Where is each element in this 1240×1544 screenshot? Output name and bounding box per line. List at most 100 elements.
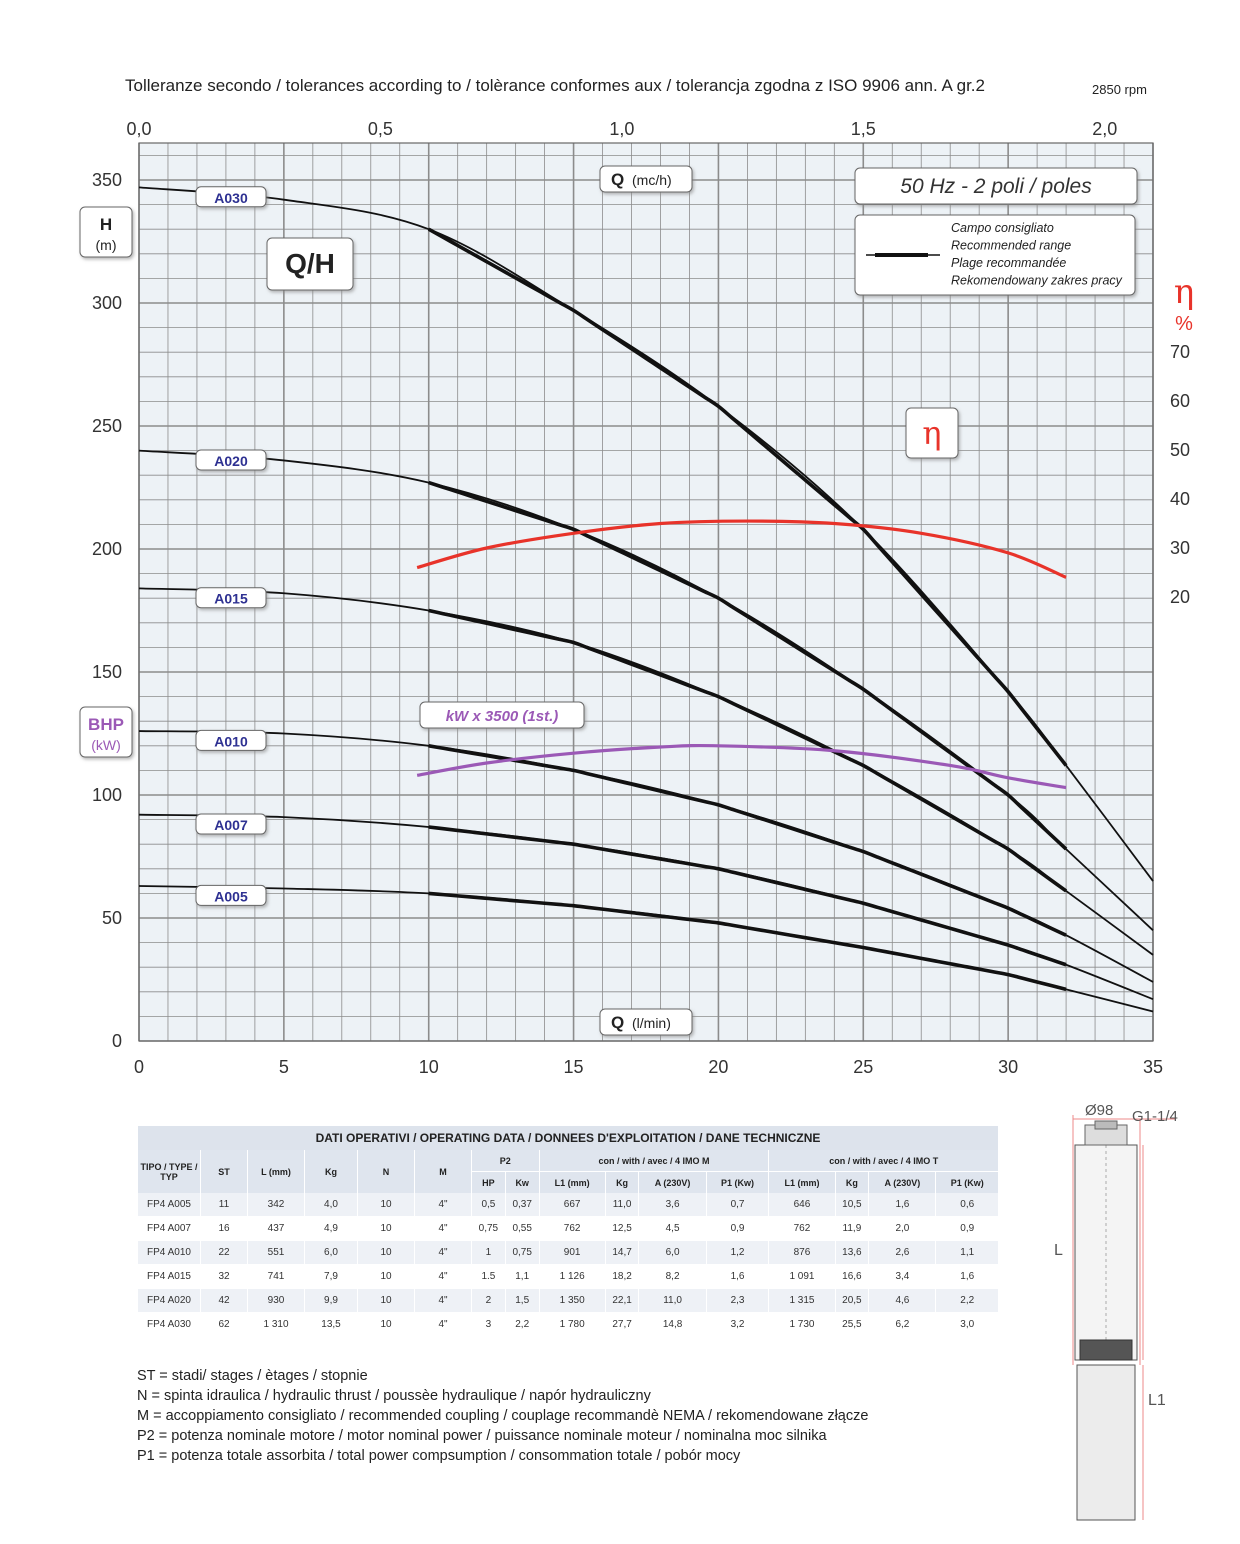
table-cell: 2,3 — [705, 1288, 769, 1313]
x-top-tick-label: 0,0 — [126, 119, 151, 139]
efficiency-curve — [416, 519, 1067, 579]
x-top-tick-label: 1,0 — [609, 119, 634, 139]
q-bottom-symbol: Q — [611, 1013, 624, 1032]
table-cell: 10 — [357, 1216, 415, 1241]
y-tick-label: 250 — [92, 416, 122, 436]
header-l: L (mm) — [247, 1150, 305, 1193]
sub-header: Kw — [504, 1171, 540, 1193]
eta-axis-symbol: η — [1174, 272, 1194, 312]
table-cell: 0,75 — [471, 1216, 506, 1241]
x-top-tick-label: 1,5 — [851, 119, 876, 139]
table-cell: 3,0 — [935, 1312, 998, 1337]
qh-title-badge — [266, 237, 354, 291]
table-cell: 2,2 — [935, 1288, 998, 1313]
table-cell: 2,2 — [504, 1312, 540, 1337]
table-cell: 10 — [357, 1193, 415, 1217]
table-cell: 1 091 — [768, 1264, 835, 1289]
table-cell: 7,9 — [304, 1264, 358, 1289]
table-cell: 762 — [538, 1216, 606, 1241]
table-cell: 10 — [357, 1312, 415, 1337]
header-m: M — [414, 1150, 472, 1193]
h-axis-symbol: H — [100, 215, 112, 234]
table-cell: 0,5 — [471, 1193, 506, 1217]
table-row: FP4 A015 32 741 7,9 10 4" 1.5 1,1 1 126 18,2 8,2 1,… — [137, 1264, 998, 1289]
eta-tick-label: 30 — [1170, 538, 1190, 558]
table-cell: FP4 A007 — [137, 1216, 201, 1241]
table-title: DATI OPERATIVI / OPERATING DATA / DONNEE… — [137, 1126, 998, 1150]
series-label-a015: A015 — [214, 591, 248, 607]
kw-label: kW x 3500 (1st.) — [446, 708, 559, 725]
table-cell: FP4 A020 — [137, 1288, 201, 1313]
legend-line: P1 = potenza totale assorbita / total po… — [137, 1448, 741, 1464]
bhp-axis-symbol: BHP — [88, 715, 124, 734]
y-tick-label: 100 — [92, 785, 122, 805]
recommended-range-a030 — [427, 227, 1068, 767]
table-cell: 1,2 — [705, 1240, 769, 1265]
series-badge — [195, 813, 267, 835]
eta-tick-label: 40 — [1170, 489, 1190, 509]
eta-tick-label: 60 — [1170, 391, 1190, 411]
table-cell: 42 — [200, 1288, 248, 1313]
table-cell: 10 — [357, 1240, 415, 1265]
pump-thread-label: G1-1/4 — [1132, 1108, 1178, 1125]
q-top-unit: (mc/h) — [632, 172, 672, 188]
x-tick-label: 20 — [708, 1057, 728, 1077]
table-cell: 4" — [414, 1193, 472, 1217]
sub-header: L1 (mm) — [768, 1171, 835, 1193]
legend-line: M = accoppiamento consigliato / recommen… — [137, 1408, 869, 1424]
plot-frame — [138, 142, 1154, 1042]
table-cell: 741 — [247, 1264, 305, 1289]
pump-l1-label: L1 — [1148, 1392, 1166, 1409]
table-cell: 25,5 — [834, 1312, 869, 1337]
series-label-a020: A020 — [214, 453, 248, 469]
recommended-range-text: Plage recommandée — [951, 256, 1066, 270]
table-cell: 762 — [768, 1216, 835, 1241]
eta-axis-unit: % — [1175, 313, 1193, 335]
eta-tick-label: 50 — [1170, 440, 1190, 460]
table-cell: 1 — [471, 1240, 506, 1265]
table-cell: 6,0 — [304, 1240, 358, 1265]
y-tick-label: 50 — [102, 908, 122, 928]
table-cell: 10 — [357, 1288, 415, 1313]
y-tick-label: 300 — [92, 293, 122, 313]
q-top-badge — [599, 165, 693, 193]
table-cell: 1 126 — [538, 1264, 606, 1289]
table-cell: 930 — [247, 1288, 305, 1313]
sub-header: L1 (mm) — [538, 1171, 606, 1193]
x-tick-label: 30 — [998, 1057, 1018, 1077]
table-cell: FP4 A005 — [137, 1193, 201, 1217]
operating-data-table: DATI OPERATIVI / OPERATING DATA / DONNEE… — [137, 1126, 998, 1337]
table-cell: 646 — [768, 1193, 835, 1217]
table-cell: 10,5 — [834, 1193, 869, 1217]
header-tipo: TIPO / TYPE / TYP — [137, 1150, 201, 1193]
table-cell: 1 730 — [768, 1312, 835, 1337]
eta-label: η — [922, 414, 941, 452]
header-n: N — [357, 1150, 415, 1193]
x-top-tick-label: 2,0 — [1092, 119, 1117, 139]
table-cell: 2 — [471, 1288, 506, 1313]
table-cell: 1,6 — [868, 1193, 936, 1217]
table-row: FP4 A030 62 1 310 13,5 10 4" 3 2,2 1 780 27,7 14,8… — [137, 1312, 998, 1337]
table-cell: 1,1 — [935, 1240, 998, 1265]
rpm-label: 2850 rpm — [1092, 82, 1147, 97]
table-row: FP4 A005 11 342 4,0 10 4" 0,5 0,37 667 11,0 3,6 0,7… — [137, 1193, 998, 1217]
table-cell: 1,6 — [935, 1264, 998, 1289]
table-cell: 4" — [414, 1264, 472, 1289]
table-cell: 11,9 — [834, 1216, 869, 1241]
x-tick-label: 10 — [419, 1057, 439, 1077]
table-cell: 342 — [247, 1193, 305, 1217]
h-axis-unit: (m) — [96, 237, 117, 253]
table-cell: 437 — [247, 1216, 305, 1241]
x-tick-label: 0 — [134, 1057, 144, 1077]
table-cell: 22,1 — [604, 1288, 639, 1313]
table-cell: 11 — [200, 1193, 248, 1217]
table-cell: FP4 A030 — [137, 1312, 201, 1337]
table-cell: 1,6 — [705, 1264, 769, 1289]
table-cell: 667 — [538, 1193, 606, 1217]
recommended-range-a020 — [428, 480, 1068, 851]
series-badge — [195, 449, 267, 471]
legend-line: P2 = potenza nominale motore / motor nom… — [137, 1428, 827, 1444]
table-cell: 3,6 — [638, 1193, 707, 1217]
table-cell: 2,0 — [868, 1216, 936, 1241]
series-label-a030: A030 — [214, 190, 248, 206]
